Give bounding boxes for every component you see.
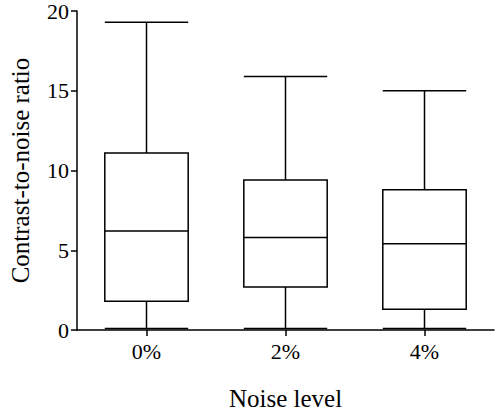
svg-text:20: 20 bbox=[47, 0, 69, 24]
svg-text:0: 0 bbox=[58, 318, 69, 343]
svg-text:15: 15 bbox=[47, 78, 69, 103]
svg-text:0%: 0% bbox=[132, 339, 161, 364]
svg-text:4%: 4% bbox=[410, 339, 439, 364]
svg-text:5: 5 bbox=[58, 238, 69, 263]
svg-text:10: 10 bbox=[47, 158, 69, 183]
svg-text:Contrast-to-noise ratio: Contrast-to-noise ratio bbox=[7, 58, 34, 284]
svg-text:2%: 2% bbox=[271, 339, 300, 364]
svg-text:Noise level: Noise level bbox=[229, 385, 342, 412]
